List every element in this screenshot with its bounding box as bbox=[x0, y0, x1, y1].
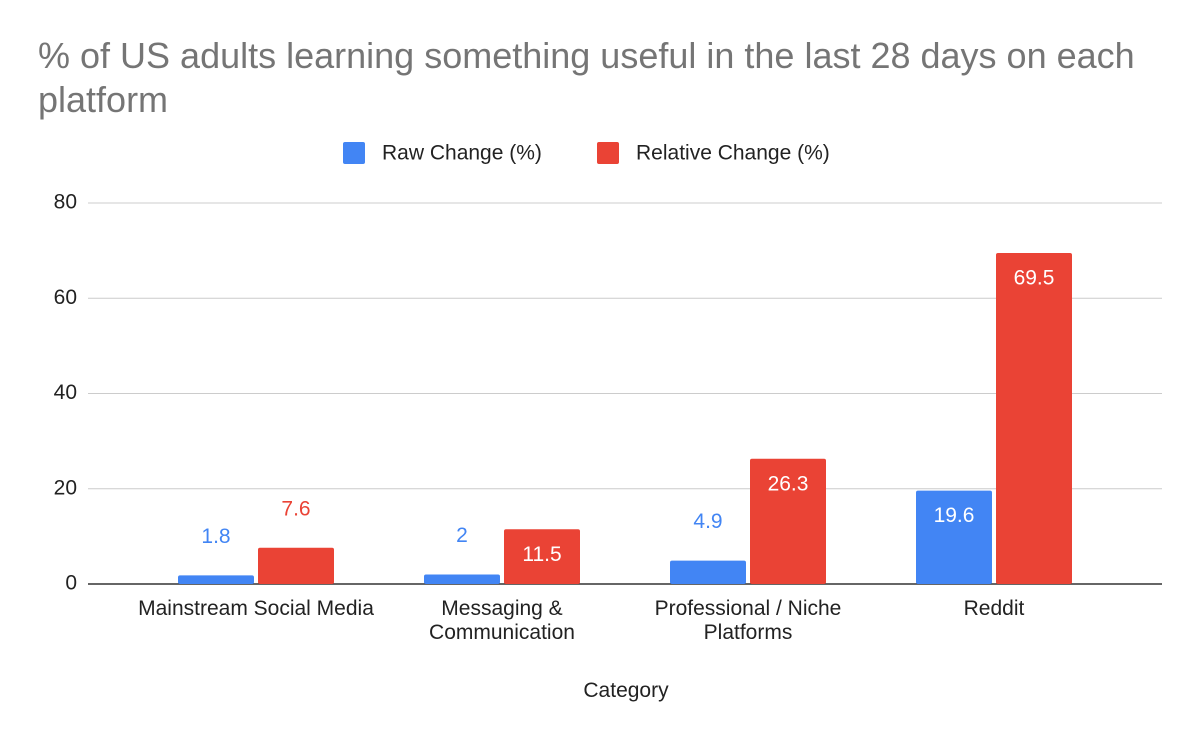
legend-label: Raw Change (%) bbox=[382, 142, 542, 165]
data-label: 1.8 bbox=[201, 525, 230, 548]
y-tick-label: 60 bbox=[54, 286, 77, 309]
x-tick-label: Messaging & Communication bbox=[429, 597, 575, 644]
data-label: 2 bbox=[456, 524, 468, 547]
data-label: 19.6 bbox=[934, 504, 975, 527]
bar bbox=[504, 529, 580, 584]
bar bbox=[750, 458, 826, 584]
y-tick-label: 0 bbox=[65, 572, 77, 595]
bar bbox=[996, 253, 1072, 584]
y-tick-label: 80 bbox=[54, 191, 77, 214]
data-label: 11.5 bbox=[522, 543, 561, 566]
y-tick-label: 20 bbox=[54, 476, 77, 499]
bar bbox=[258, 547, 334, 584]
y-tick-label: 40 bbox=[54, 381, 77, 404]
bar bbox=[670, 560, 746, 584]
x-axis-label: Category bbox=[583, 679, 669, 702]
legend-swatch bbox=[343, 142, 365, 164]
x-tick-label: Reddit bbox=[963, 597, 1025, 620]
data-label: 26.3 bbox=[768, 472, 809, 495]
legend-swatch bbox=[597, 142, 619, 164]
chart-title: % of US adults learning something useful… bbox=[38, 35, 1135, 120]
x-tick-label: Professional / Niche Platforms bbox=[654, 597, 842, 644]
data-label: 4.9 bbox=[693, 510, 722, 533]
bar bbox=[916, 490, 992, 584]
data-label: 7.6 bbox=[281, 497, 310, 520]
data-label: 69.5 bbox=[1014, 267, 1055, 290]
legend-label: Relative Change (%) bbox=[636, 142, 830, 165]
bar bbox=[424, 574, 500, 584]
x-tick-label: Mainstream Social Media bbox=[138, 597, 374, 620]
bar bbox=[178, 575, 254, 584]
